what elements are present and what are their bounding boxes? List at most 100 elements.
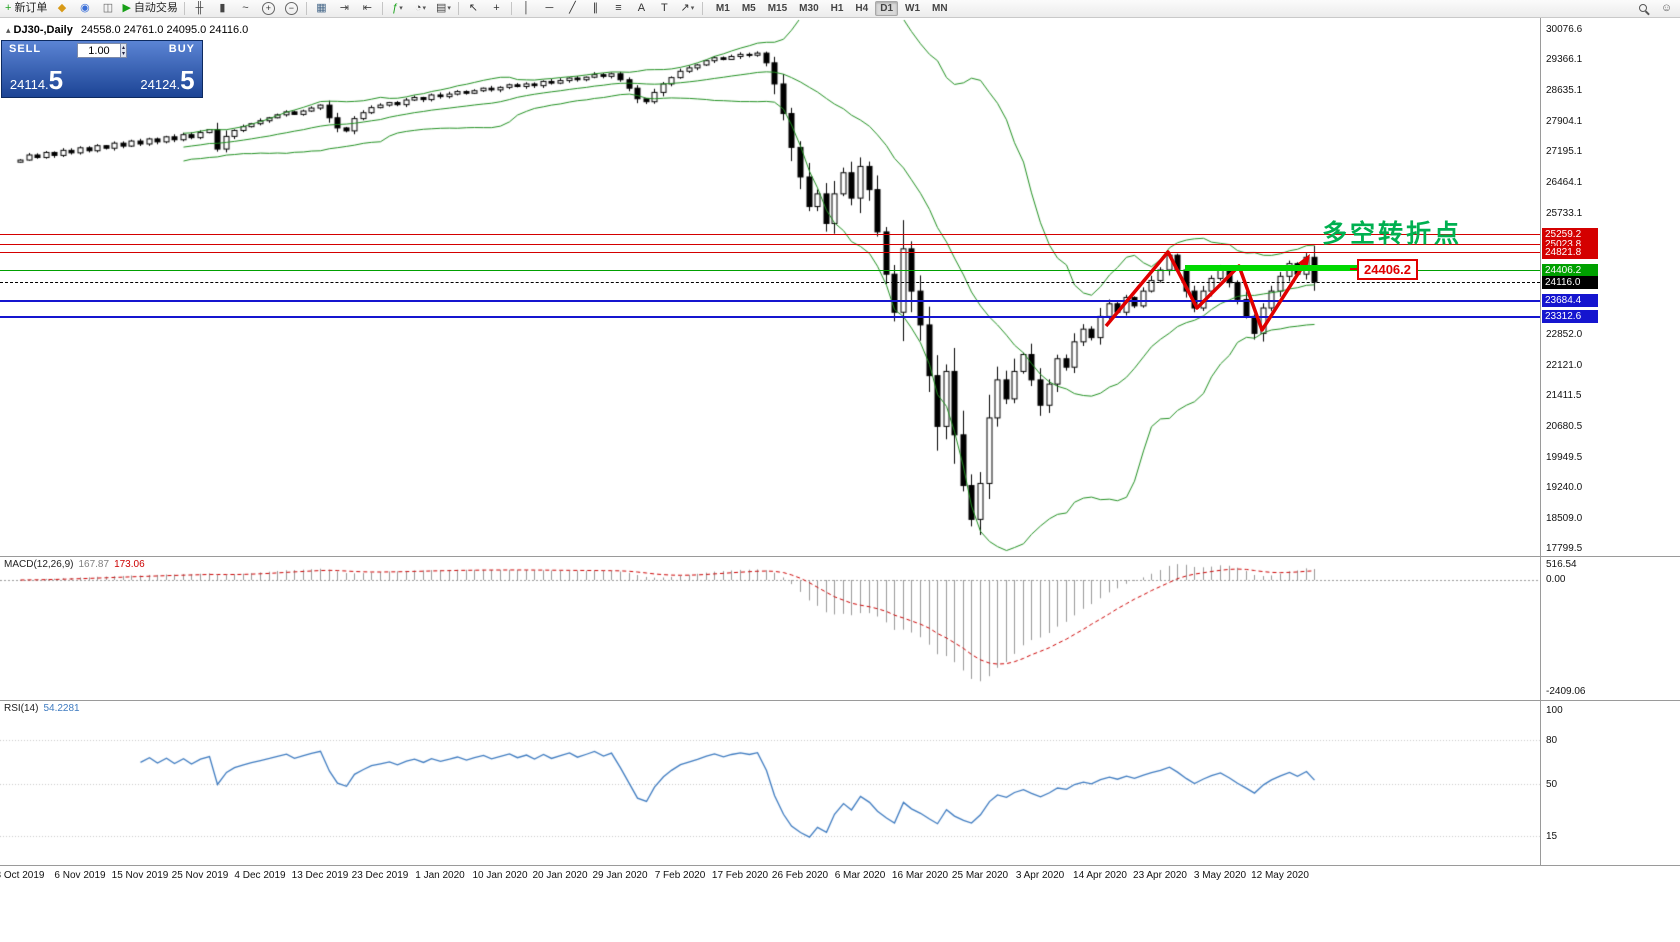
date-axis-label: 1 Jan 2020 bbox=[415, 870, 465, 881]
date-axis-separator bbox=[0, 865, 1680, 866]
zoom-out-button[interactable]: − bbox=[280, 0, 303, 17]
text-icon: A bbox=[637, 2, 646, 14]
timeframe-switcher: M1 M5 M15 M30 H1 H4 D1 W1 MN bbox=[710, 1, 954, 16]
date-axis-label: 3 Apr 2020 bbox=[1015, 870, 1065, 881]
price-axis-tick: 28635.1 bbox=[1546, 85, 1583, 96]
indicators-button[interactable]: ƒ ▾ bbox=[386, 0, 409, 17]
profile-icon: ◉ bbox=[80, 2, 90, 14]
resistance-line-1[interactable] bbox=[0, 234, 1540, 235]
text-label-icon: T bbox=[661, 2, 668, 14]
date-axis-label: 4 Dec 2019 bbox=[234, 870, 286, 881]
resistance-line-2[interactable] bbox=[0, 244, 1540, 245]
date-axis-label: 25 Nov 2019 bbox=[171, 870, 229, 881]
tile-windows-icon[interactable]: ▦ bbox=[310, 0, 333, 17]
new-order-button-label: 新订单 bbox=[14, 2, 48, 14]
timeframe-w1[interactable]: W1 bbox=[905, 3, 921, 14]
new-order-icon: + bbox=[5, 2, 12, 14]
timeframe-mn[interactable]: MN bbox=[932, 3, 948, 14]
vertical-line-icon: │ bbox=[522, 2, 530, 14]
volume-stepper[interactable]: ▴ ▾ bbox=[120, 43, 127, 58]
line-chart-icon[interactable]: ~ bbox=[234, 0, 257, 17]
community-icon[interactable]: ☺ bbox=[1655, 0, 1678, 17]
rsi-panel-separator[interactable] bbox=[0, 700, 1680, 701]
chevron-down-icon: ▾ bbox=[399, 5, 403, 12]
search-icon[interactable] bbox=[1632, 0, 1655, 17]
support-line-1[interactable] bbox=[0, 300, 1540, 302]
macd-label-row: MACD(12,26,9) 167.87 173.06 bbox=[4, 559, 145, 570]
buy-label: BUY bbox=[168, 43, 195, 55]
crosshair-icon[interactable]: + bbox=[485, 0, 508, 17]
equidistant-channel-icon[interactable]: ∥ bbox=[584, 0, 607, 17]
timeframe-h4[interactable]: H4 bbox=[855, 3, 869, 14]
chart-area: ▴ DJ30-,Daily 24558.0 24761.0 24095.0 2411… bbox=[0, 18, 1680, 942]
timeframe-d1[interactable]: D1 bbox=[875, 1, 899, 16]
auto-scroll-icon[interactable]: ⇥ bbox=[333, 0, 356, 17]
profile-icon[interactable]: ◉ bbox=[73, 0, 96, 17]
macd-value-main: 167.87 bbox=[78, 559, 110, 570]
chart-shift-icon[interactable]: ⇤ bbox=[356, 0, 379, 17]
timeframe-m15[interactable]: M15 bbox=[767, 3, 788, 14]
date-axis-label: 3 May 2020 bbox=[1193, 870, 1247, 881]
date-axis-label: 12 May 2020 bbox=[1251, 870, 1309, 881]
candlestick-chart-icon: ▮ bbox=[219, 2, 226, 14]
highlight-bar[interactable] bbox=[1185, 265, 1357, 271]
cursor-icon[interactable]: ↖ bbox=[462, 0, 485, 17]
zoom-in-button[interactable]: + bbox=[257, 0, 280, 17]
price-axis-tick: 25733.1 bbox=[1546, 208, 1583, 219]
support-line-2-label: 23312.6 bbox=[1542, 310, 1598, 323]
date-axis-label: 14 Apr 2020 bbox=[1073, 870, 1127, 881]
timeframe-m30[interactable]: M30 bbox=[799, 3, 819, 14]
date-axis-label: 20 Jan 2020 bbox=[532, 870, 588, 881]
buy-price-big: 5 bbox=[180, 65, 195, 95]
sell-price-main: 24114. bbox=[9, 77, 49, 92]
new-order-button[interactable]: + 新订单 bbox=[2, 0, 50, 17]
timeframe-h1[interactable]: H1 bbox=[830, 3, 844, 14]
sell-button[interactable]: SELL 24114.5 bbox=[2, 41, 71, 97]
volume-input[interactable] bbox=[76, 43, 121, 58]
date-axis-label: 26 Feb 2020 bbox=[771, 870, 829, 881]
timeframe-m5[interactable]: M5 bbox=[741, 3, 756, 14]
autotrade-button[interactable]: ▶ 自动交易 bbox=[119, 0, 180, 17]
toolbar-separator bbox=[510, 2, 512, 15]
current-price-line[interactable] bbox=[0, 282, 1540, 283]
arrows-icon[interactable]: ↗ ▾ bbox=[676, 0, 699, 17]
sell-label: SELL bbox=[9, 43, 42, 55]
turning-point-text[interactable]: 多空转折点 bbox=[1322, 220, 1463, 248]
support-line-2[interactable] bbox=[0, 316, 1540, 318]
templates-button[interactable]: ▤ ▾ bbox=[432, 0, 455, 17]
crosshair-icon: + bbox=[493, 2, 500, 14]
data-window-icon[interactable]: ◫ bbox=[96, 0, 119, 17]
price-axis-tick: 22852.0 bbox=[1546, 329, 1583, 340]
bar-chart-icon[interactable]: ╫ bbox=[188, 0, 211, 17]
price-axis-tick: 18509.0 bbox=[1546, 513, 1583, 524]
buy-button[interactable]: BUY 24124.5 bbox=[133, 41, 202, 97]
sell-price-big: 5 bbox=[48, 65, 64, 95]
price-axis-tick: 26464.1 bbox=[1546, 177, 1583, 188]
candlestick-chart-icon[interactable]: ▮ bbox=[211, 0, 234, 17]
periods-button[interactable]: ◔ ▾ bbox=[409, 0, 432, 17]
toolbar: + 新订单 ◆ ◉ ◫ ▶ 自动交易 ╫ ▮ ~ + − ▦ ⇥ ⇤ ƒ ▾ ◔ ▾ ▤ ▾ ↖ + │ ─ ╱ ∥ ≡ A T ↗ ▾ M1 M… bbox=[0, 0, 1680, 18]
mql5-market-icon[interactable]: ◆ bbox=[50, 0, 73, 17]
rsi-label-row: RSI(14) 54.2281 bbox=[4, 703, 80, 714]
autotrade-icon: ▶ bbox=[122, 2, 131, 14]
chevron-down-icon: ▾ bbox=[422, 5, 426, 12]
price-axis-tick: 19949.5 bbox=[1546, 452, 1583, 463]
vertical-line-icon[interactable]: │ bbox=[515, 0, 538, 17]
community-icon: ☺ bbox=[1660, 2, 1673, 14]
price-callout-box[interactable]: 24406.2 bbox=[1350, 259, 1418, 280]
trendline-icon[interactable]: ╱ bbox=[561, 0, 584, 17]
macd-panel-separator[interactable] bbox=[0, 556, 1680, 557]
timeframe-m1[interactable]: M1 bbox=[715, 3, 730, 14]
toolbar-separator bbox=[701, 2, 703, 15]
horizontal-line-icon[interactable]: ─ bbox=[538, 0, 561, 17]
turning-point-line[interactable] bbox=[0, 270, 1540, 271]
text-icon[interactable]: A bbox=[630, 0, 653, 17]
fibonacci-icon[interactable]: ≡ bbox=[607, 0, 630, 17]
text-label-icon[interactable]: T bbox=[653, 0, 676, 17]
price-chart-canvas[interactable] bbox=[0, 18, 1680, 942]
resistance-line-3[interactable] bbox=[0, 252, 1540, 253]
chevron-down-icon: ▾ bbox=[690, 5, 695, 12]
current-price-line-label: 24116.0 bbox=[1542, 276, 1598, 289]
date-axis-label: 6 Mar 2020 bbox=[834, 870, 886, 881]
line-chart-icon: ~ bbox=[242, 2, 249, 14]
